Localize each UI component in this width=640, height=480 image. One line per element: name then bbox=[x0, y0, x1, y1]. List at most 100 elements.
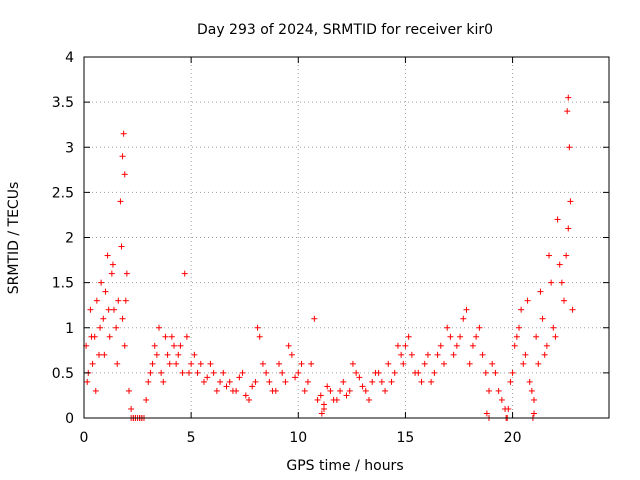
data-point bbox=[533, 333, 540, 340]
data-point bbox=[431, 369, 438, 376]
data-point bbox=[483, 410, 490, 417]
data-point bbox=[321, 405, 327, 412]
data-point bbox=[106, 333, 113, 340]
data-point bbox=[469, 342, 476, 349]
data-point bbox=[567, 198, 574, 205]
data-point bbox=[556, 261, 563, 268]
data-point bbox=[424, 351, 431, 358]
data-point bbox=[259, 360, 266, 367]
data-point bbox=[362, 387, 369, 394]
data-point bbox=[143, 396, 150, 403]
data-point bbox=[96, 351, 102, 358]
data-point bbox=[526, 378, 533, 385]
data-point bbox=[453, 342, 460, 349]
data-point bbox=[111, 306, 117, 313]
data-point bbox=[353, 369, 360, 376]
data-point bbox=[434, 351, 441, 358]
data-point bbox=[213, 387, 220, 394]
data-point bbox=[295, 369, 302, 376]
data-point bbox=[428, 378, 435, 385]
chart-title: Day 293 of 2024, SRMTID for receiver kir… bbox=[197, 22, 493, 38]
data-point bbox=[217, 378, 224, 385]
data-point bbox=[179, 369, 186, 376]
data-point bbox=[566, 144, 573, 151]
data-point bbox=[298, 360, 305, 367]
data-point bbox=[522, 351, 529, 358]
data-point bbox=[123, 270, 130, 277]
data-point bbox=[292, 374, 299, 381]
data-point bbox=[509, 369, 516, 376]
data-point bbox=[482, 369, 489, 376]
y-axis-label: SRMTID / TECUs bbox=[6, 182, 22, 295]
data-point bbox=[466, 360, 473, 367]
data-point bbox=[119, 315, 126, 322]
data-point bbox=[168, 333, 175, 340]
data-point bbox=[288, 351, 295, 358]
data-point bbox=[100, 315, 107, 322]
data-point bbox=[356, 374, 363, 381]
data-point bbox=[117, 198, 124, 205]
data-point bbox=[223, 383, 230, 390]
data-point bbox=[97, 324, 104, 331]
data-point bbox=[126, 387, 132, 394]
data-point bbox=[311, 315, 318, 322]
x-tick-label: 20 bbox=[504, 430, 522, 446]
data-point bbox=[349, 360, 356, 367]
data-point bbox=[337, 387, 344, 394]
data-point bbox=[565, 94, 572, 101]
data-point bbox=[109, 261, 116, 268]
data-point bbox=[450, 351, 457, 358]
data-point bbox=[282, 378, 289, 385]
data-point bbox=[327, 387, 334, 394]
data-point bbox=[186, 369, 192, 376]
data-point bbox=[194, 369, 201, 376]
data-point bbox=[359, 383, 366, 390]
y-tick-label: 3 bbox=[65, 140, 74, 156]
data-point bbox=[226, 378, 233, 385]
x-tick-label: 5 bbox=[187, 430, 196, 446]
data-point bbox=[263, 369, 270, 376]
data-point bbox=[177, 342, 184, 349]
data-point bbox=[153, 351, 160, 358]
data-point bbox=[340, 378, 347, 385]
axis-ticks: 0 0.5 1 1.5 2 2.5 3 3.5 4 0 5 10 15 20 bbox=[52, 50, 609, 446]
data-point bbox=[158, 369, 165, 376]
y-tick-label: 1.5 bbox=[52, 276, 74, 292]
data-point bbox=[473, 333, 480, 340]
data-point bbox=[114, 360, 121, 367]
data-point bbox=[564, 108, 571, 115]
data-point bbox=[102, 288, 109, 295]
data-point bbox=[479, 351, 486, 358]
data-point bbox=[156, 324, 162, 331]
y-tick-label: 0.5 bbox=[52, 366, 74, 382]
data-point bbox=[105, 306, 112, 313]
data-point bbox=[408, 351, 415, 358]
data-point bbox=[145, 378, 152, 385]
data-point bbox=[314, 396, 321, 403]
data-point bbox=[188, 360, 195, 367]
data-point bbox=[285, 342, 292, 349]
data-point bbox=[249, 383, 256, 390]
y-tick-label: 2 bbox=[65, 231, 74, 247]
data-point bbox=[93, 297, 100, 304]
data-point bbox=[563, 252, 570, 259]
data-point bbox=[444, 324, 451, 331]
data-point bbox=[330, 396, 337, 403]
data-point bbox=[175, 351, 182, 358]
data-point bbox=[552, 333, 559, 340]
data-point bbox=[171, 342, 177, 349]
data-point bbox=[569, 306, 576, 313]
data-point bbox=[121, 342, 128, 349]
data-point bbox=[197, 360, 204, 367]
data-point bbox=[537, 288, 544, 295]
x-tick-label: 15 bbox=[397, 430, 415, 446]
data-point bbox=[166, 360, 173, 367]
data-point bbox=[204, 374, 211, 381]
data-point bbox=[391, 369, 398, 376]
data-point bbox=[558, 279, 565, 286]
data-point bbox=[229, 387, 236, 394]
data-point bbox=[191, 351, 198, 358]
data-point bbox=[382, 387, 389, 394]
y-tick-label: 1 bbox=[65, 321, 74, 337]
